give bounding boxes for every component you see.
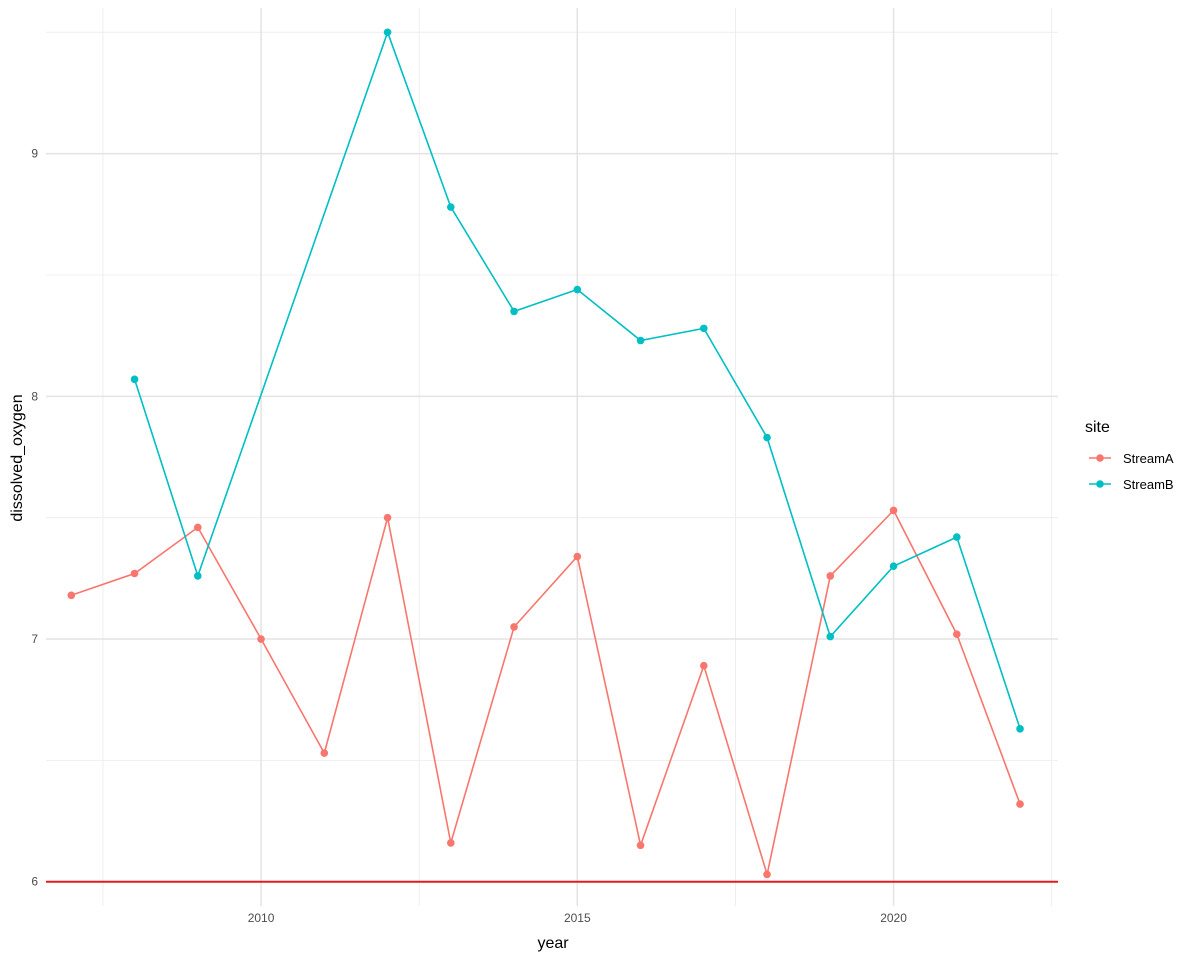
data-point-StreamB <box>510 307 518 316</box>
data-point-StreamB <box>953 533 961 541</box>
x-tick-label: 2015 <box>564 911 591 925</box>
y-tick-label: 9 <box>31 147 38 161</box>
data-point-StreamA <box>636 841 645 850</box>
x-tick-label: 2020 <box>880 911 907 925</box>
data-point-StreamA <box>320 749 329 757</box>
data-point-StreamA <box>826 572 835 580</box>
data-point-StreamA <box>763 870 771 879</box>
data-point-StreamA <box>889 506 898 515</box>
x-tick-label: 2010 <box>248 911 275 925</box>
y-tick-labels: 6 7 8 9 <box>31 147 38 889</box>
data-point-StreamA <box>700 661 708 670</box>
data-point-StreamA <box>194 523 202 532</box>
x-tick-labels: 2010 2015 2020 <box>248 911 908 925</box>
grid-minor <box>46 8 1058 906</box>
data-point-StreamB <box>700 324 708 333</box>
series-line-StreamA <box>71 509 1021 875</box>
legend-title: site <box>1085 419 1110 436</box>
y-tick-label: 6 <box>31 875 38 889</box>
legend-key-point <box>1096 454 1104 462</box>
data-point-StreamB <box>636 336 645 345</box>
data-point-StreamB <box>889 562 898 571</box>
data-point-StreamA <box>67 591 76 600</box>
data-point-StreamB <box>447 203 455 211</box>
legend: site StreamA StreamB <box>1085 419 1174 492</box>
legend-label: StreamA <box>1123 451 1174 466</box>
data-point-StreamA <box>447 839 455 847</box>
legend-label: StreamB <box>1123 477 1174 492</box>
data-point-StreamB <box>763 433 771 442</box>
data-point-StreamA <box>510 623 518 631</box>
legend-key-point <box>1096 480 1104 488</box>
data-point-StreamA <box>953 630 961 638</box>
data-point-StreamA <box>383 513 392 522</box>
data-point-StreamA <box>573 552 582 561</box>
data-point-StreamB <box>194 572 202 580</box>
data-point-StreamA <box>130 569 139 578</box>
data-point-StreamB <box>573 285 582 294</box>
data-point-StreamB <box>1016 725 1024 733</box>
data-point-StreamB <box>130 375 139 384</box>
data-point-StreamA <box>1016 800 1024 808</box>
y-axis-title: dissolved_oxygen <box>9 394 26 521</box>
grid-major <box>46 8 1058 906</box>
x-axis-title: year <box>537 935 569 952</box>
y-tick-label: 8 <box>31 389 38 403</box>
data-point-StreamB <box>383 28 392 37</box>
data-point-StreamA <box>257 635 265 643</box>
y-tick-label: 7 <box>31 632 38 646</box>
data-point-StreamB <box>826 632 835 641</box>
series-layer <box>67 28 1024 879</box>
